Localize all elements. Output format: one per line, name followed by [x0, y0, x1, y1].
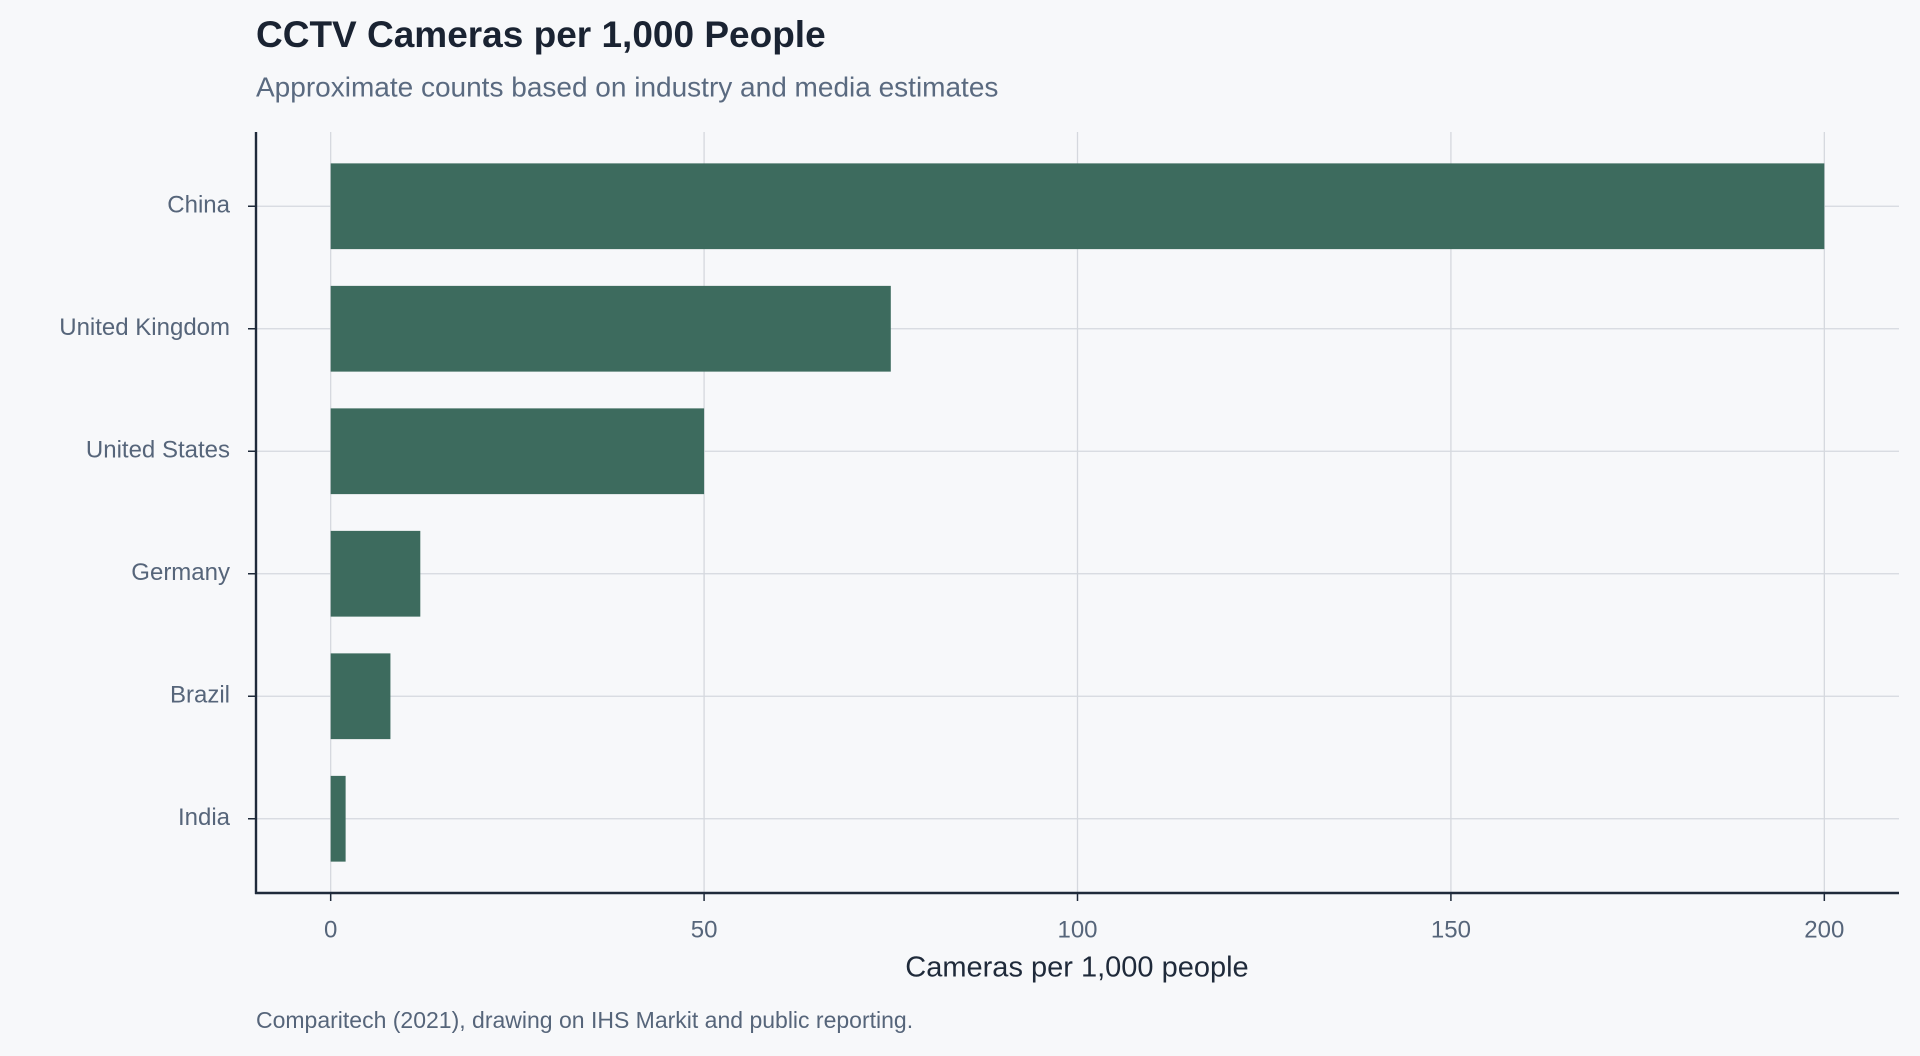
source-note: Comparitech (2021), drawing on IHS Marki…: [256, 1007, 913, 1033]
bar: [330, 285, 891, 372]
x-tick-label: 100: [1057, 916, 1097, 943]
bar: [330, 653, 391, 740]
y-tick-label: Germany: [131, 559, 230, 586]
chart-title: CCTV Cameras per 1,000 People: [256, 14, 826, 55]
y-tick-label: India: [178, 804, 231, 831]
y-tick-label: United States: [86, 437, 230, 464]
x-tick-label: 150: [1431, 916, 1471, 943]
bar: [330, 163, 1825, 250]
plot-area: 0 50 100 150 200 China United Kingdom United St…: [59, 132, 1899, 943]
y-tick-label: China: [167, 192, 230, 219]
y-tick-label: United Kingdom: [59, 314, 230, 341]
y-tick-label: Brazil: [170, 682, 230, 709]
x-tick-label: 200: [1804, 916, 1844, 943]
x-tick-label: 0: [324, 916, 337, 943]
bar: [330, 530, 421, 617]
bar: [330, 775, 346, 862]
chart-subtitle: Approximate counts based on industry and…: [256, 71, 998, 102]
x-tick-label: 50: [691, 916, 718, 943]
bar: [330, 408, 705, 495]
x-axis-label: Cameras per 1,000 people: [905, 952, 1248, 984]
